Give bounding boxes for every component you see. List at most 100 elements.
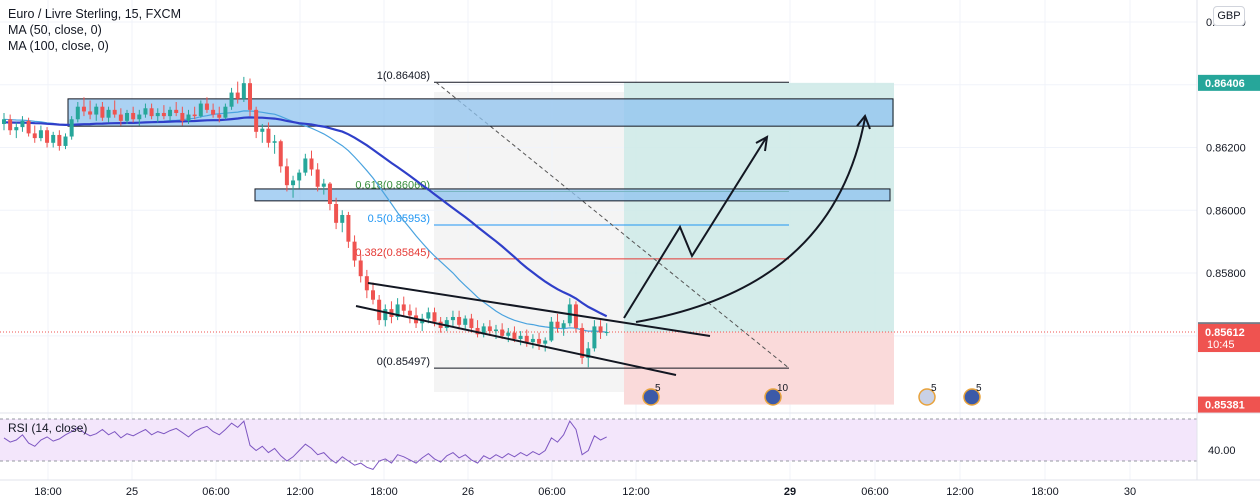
candle-body: [192, 114, 197, 117]
candle-body: [20, 120, 25, 128]
rsi-pane: 40.00: [0, 412, 1260, 470]
rsi-tick-label: 40.00: [1208, 445, 1236, 457]
candle-body: [45, 130, 50, 143]
legend-ma50[interactable]: MA (50, close, 0): [8, 23, 102, 37]
candle-body: [143, 108, 148, 115]
candle-body: [487, 326, 492, 332]
candle-body: [395, 304, 400, 317]
legend-ma100[interactable]: MA (100, close, 0): [8, 39, 109, 53]
moving-averages: [3, 110, 608, 333]
candle-body: [106, 109, 111, 118]
price-label-box: [1198, 74, 1260, 91]
candle-body: [383, 309, 388, 321]
legend-title: Euro / Livre Sterling, 15, FXCM: [8, 7, 181, 21]
candle-body: [260, 128, 265, 132]
fib-level-label: 0.382(0.85845): [355, 247, 430, 259]
candle-body: [94, 106, 99, 115]
candle-body: [81, 106, 86, 112]
candle-body: [75, 106, 80, 120]
supply-zones: [67, 98, 894, 202]
candle-body: [592, 326, 597, 349]
candle-body: [457, 316, 462, 325]
candle-body: [14, 127, 19, 131]
candle-body: [235, 92, 240, 99]
candle-body: [444, 320, 449, 328]
zigzag-arrow-head: [755, 135, 769, 152]
candle-body: [500, 329, 505, 336]
candle-body: [340, 214, 345, 223]
candle-body: [100, 106, 105, 118]
candle-body: [407, 310, 412, 316]
time-tick-label: 12:00: [622, 486, 650, 498]
candle-body: [432, 312, 437, 322]
candle-body: [303, 158, 308, 173]
curve-arrow-path: [635, 117, 866, 323]
event-count: 5: [931, 383, 937, 394]
candle-body: [518, 335, 523, 339]
price-tick-label: 0.86200: [1206, 143, 1246, 155]
candle-body: [450, 316, 455, 321]
time-tick-label: 18:00: [370, 486, 398, 498]
price-label-countdown: 10:45: [1207, 339, 1235, 351]
ma-100-line: [3, 116, 608, 318]
candle-body: [530, 338, 535, 343]
candle-body: [604, 332, 609, 334]
candle-body: [57, 134, 62, 146]
price-label-text: 0.86406: [1205, 78, 1245, 90]
price-label-box: [1198, 396, 1260, 413]
candle-body: [69, 119, 74, 137]
candle-body: [241, 83, 246, 99]
event-count: 5: [655, 383, 661, 394]
candle-body: [88, 111, 93, 115]
rsi-line: [3, 420, 607, 470]
zigzag-arrow-path: [623, 137, 767, 319]
rsi-legend: RSI (14, close): [8, 421, 88, 435]
channel-upper-line: [367, 282, 711, 337]
candle-body: [8, 119, 13, 131]
time-tick-label: 06:00: [538, 486, 566, 498]
candle-body: [125, 112, 129, 121]
candle-body: [334, 204, 339, 223]
event-count: 10: [777, 383, 789, 394]
candle-body: [180, 112, 185, 121]
candle-body: [371, 290, 375, 300]
time-tick-label: 25: [126, 486, 138, 498]
currency-badge[interactable]: GBP: [1213, 6, 1245, 26]
candle-body: [63, 136, 68, 146]
candle-body: [204, 103, 209, 110]
candle-body: [186, 114, 191, 121]
fib-trend-line: [435, 81, 790, 369]
candle-body: [555, 321, 560, 328]
time-tick-label: 06:00: [861, 486, 889, 498]
time-tick-label: 26: [462, 486, 474, 498]
candle-body: [494, 329, 498, 332]
candle-body: [475, 327, 480, 335]
price-label-text: 0.85381: [1205, 400, 1245, 412]
fibonacci-retracement: 1(0.86408)0.618(0.86060)0.5(0.85953)0.38…: [355, 70, 790, 369]
candle-body: [149, 108, 154, 117]
candle-body: [211, 109, 216, 115]
event-flag-icon: [963, 388, 981, 406]
candle-body: [223, 106, 228, 118]
candle-body: [481, 326, 486, 335]
event-flag-icon: [918, 388, 936, 406]
candle-body: [26, 120, 31, 134]
candle-body: [358, 260, 363, 277]
candle-body: [297, 172, 302, 181]
candle-body: [469, 318, 474, 328]
rsi-band: [0, 419, 1197, 461]
time-tick-label: 12:00: [946, 486, 974, 498]
candle-body: [2, 119, 6, 124]
fib-level-label: 0(0.85497): [377, 356, 430, 368]
candle-body: [161, 112, 166, 117]
candle-body: [426, 312, 431, 319]
price-tick-label: 0.86000: [1206, 205, 1246, 217]
event-count: 5: [976, 383, 982, 394]
candle-body: [229, 92, 234, 107]
candle-body: [463, 318, 468, 325]
candle-body: [38, 130, 43, 139]
curve-arrow-head: [856, 114, 871, 130]
candle-body: [321, 183, 326, 187]
candle-body: [248, 83, 252, 110]
